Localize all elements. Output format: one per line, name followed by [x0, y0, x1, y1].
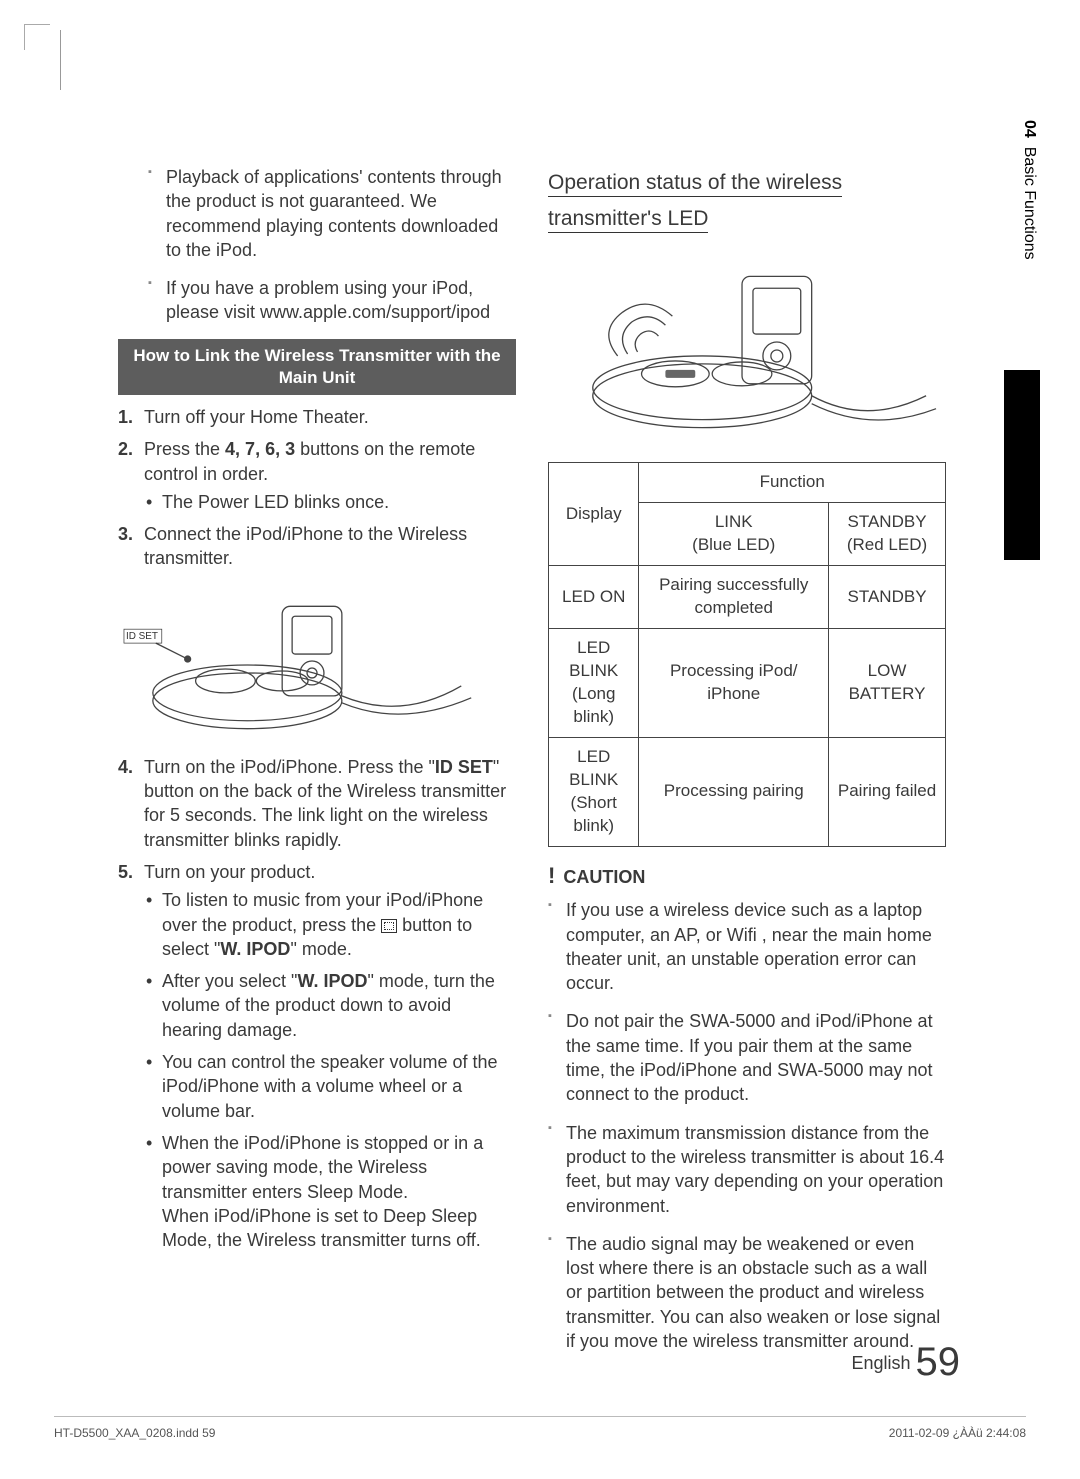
caution-list: If you use a wireless device such as a l… — [548, 898, 946, 1353]
footer-page: 59 — [916, 1340, 961, 1384]
t: LINK — [715, 512, 753, 531]
cell: LED ON — [549, 566, 639, 629]
step-text: Turn on the iPod/iPhone. Press the " — [144, 757, 435, 777]
intro-bullet: Playback of applications' contents throu… — [166, 165, 516, 262]
step-text: Turn on your product. — [144, 862, 315, 882]
caution-item: Do not pair the SWA-5000 and iPod/iPhone… — [566, 1009, 946, 1106]
cell: Pairing successfully completed — [639, 566, 829, 629]
side-tab: 04 Basic Functions — [1018, 120, 1040, 260]
top-rule — [60, 30, 61, 90]
t: After you select " — [162, 971, 297, 991]
diagram-label: ID SET — [126, 631, 158, 642]
cell: LOW BATTERY — [829, 629, 946, 738]
step-4: Turn on the iPod/iPhone. Press the "ID S… — [144, 755, 516, 852]
step-text: Connect the iPod/iPhone to the Wireless … — [144, 524, 467, 568]
steps-list: Turn off your Home Theater. Press the 4,… — [118, 405, 516, 571]
footer-lang: English — [851, 1353, 910, 1373]
sub-item: The Power LED blinks once. — [162, 490, 516, 514]
step-text: Press the — [144, 439, 225, 459]
table-row: LED ON Pairing successfully completed ST… — [549, 566, 946, 629]
t: (Red LED) — [847, 535, 927, 554]
t: W. IPOD — [297, 971, 367, 991]
step-keys: 4, 7, 6, 3 — [225, 439, 295, 459]
chapter-number: 04 — [1021, 120, 1038, 138]
t: " mode. — [290, 939, 351, 959]
print-stamp: 2011-02-09 ¿ÀÀü 2:44:08 — [889, 1425, 1026, 1441]
sub-item: You can control the speaker volume of th… — [162, 1050, 516, 1123]
step-5: Turn on your product. To listen to music… — [144, 860, 516, 1252]
sub-item: When the iPod/iPhone is stopped or in a … — [162, 1131, 516, 1252]
caution-item: The maximum transmission distance from t… — [566, 1121, 946, 1218]
t: LED BLINK — [569, 747, 618, 789]
caution-item: If you use a wireless device such as a l… — [566, 898, 946, 995]
step-3: Connect the iPod/iPhone to the Wireless … — [144, 522, 516, 571]
table-row: LED BLINK(Short blink) Processing pairin… — [549, 737, 946, 846]
step-2: Press the 4, 7, 6, 3 buttons on the remo… — [144, 437, 516, 514]
t: (Long blink) — [572, 684, 615, 726]
heading-text: Operation status of the wireless transmi… — [548, 171, 842, 233]
left-column: Playback of applications' contents throu… — [118, 165, 516, 1367]
step-text: Turn off your Home Theater. — [144, 407, 369, 427]
print-footer: HT-D5500_XAA_0208.indd 59 2011-02-09 ¿ÀÀ… — [54, 1416, 1026, 1441]
cell: Processing iPod/ iPhone — [639, 629, 829, 738]
step-sublist: To listen to music from your iPod/iPhone… — [144, 888, 516, 1252]
cell: Pairing failed — [829, 737, 946, 846]
th-display: Display — [549, 463, 639, 566]
th-standby: STANDBY (Red LED) — [829, 503, 946, 566]
cell: STANDBY — [829, 566, 946, 629]
caution-heading: CAUTION — [548, 861, 946, 891]
t: LED BLINK — [569, 638, 618, 680]
intro-bullet: If you have a problem using your iPod, p… — [166, 276, 516, 325]
t: (Blue LED) — [692, 535, 775, 554]
intro-bullets: Playback of applications' contents throu… — [148, 165, 516, 325]
th-function: Function — [639, 463, 946, 503]
step-1: Turn off your Home Theater. — [144, 405, 516, 429]
cell: LED BLINK(Short blink) — [549, 737, 639, 846]
t: STANDBY — [848, 512, 927, 531]
step-bold: ID SET — [435, 757, 493, 777]
th-link: LINK (Blue LED) — [639, 503, 829, 566]
function-icon — [381, 919, 397, 933]
section-heading: Operation status of the wireless transmi… — [548, 165, 946, 236]
t: (Short blink) — [571, 793, 617, 835]
t: W. IPOD — [220, 939, 290, 959]
led-status-table: Display Function LINK (Blue LED) STANDBY (… — [548, 462, 946, 846]
chapter-title: Basic Functions — [1021, 147, 1038, 260]
sub-item: After you select "W. IPOD" mode, turn th… — [162, 969, 516, 1042]
crop-mark — [24, 24, 50, 50]
right-column: Operation status of the wireless transmi… — [548, 165, 946, 1367]
cell: LED BLINK(Long blink) — [549, 629, 639, 738]
step-sublist: The Power LED blinks once. — [144, 490, 516, 514]
section-bar: How to Link the Wireless Transmitter wit… — [118, 339, 516, 395]
table-row: LED BLINK(Long blink) Processing iPod/ i… — [549, 629, 946, 738]
page-footer: English 59 — [851, 1335, 960, 1389]
link-diagram: ID SET — [118, 581, 516, 751]
cell: Processing pairing — [639, 737, 829, 846]
sub-item: To listen to music from your iPod/iPhone… — [162, 888, 516, 961]
side-tab-marker — [1004, 370, 1040, 560]
print-file: HT-D5500_XAA_0208.indd 59 — [54, 1425, 215, 1441]
transmitter-diagram — [548, 246, 946, 446]
page-content: Playback of applications' contents throu… — [118, 165, 948, 1367]
steps-list-cont: Turn on the iPod/iPhone. Press the "ID S… — [118, 755, 516, 1253]
